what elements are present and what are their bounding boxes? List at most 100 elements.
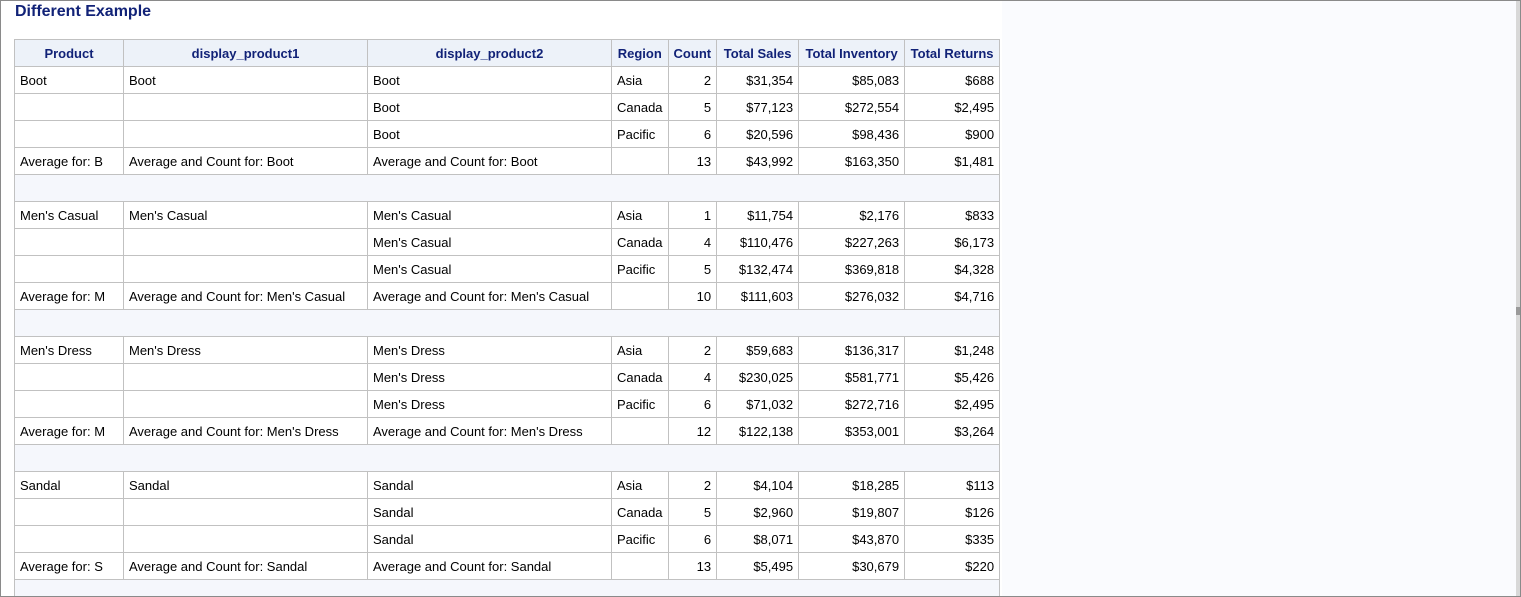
table-cell: $110,476 xyxy=(716,228,800,256)
report-title: Different Example xyxy=(15,3,152,20)
table-cell: 6 xyxy=(667,525,718,553)
table-cell xyxy=(14,390,124,418)
table-cell: $163,350 xyxy=(798,147,906,175)
table-cell: Average for: S xyxy=(14,552,124,580)
table-cell: Men's Dress xyxy=(14,336,124,364)
table-cell: $276,032 xyxy=(798,282,906,310)
table-cell xyxy=(14,498,124,526)
table-row: Boot Boot Boot Asia 2 $31,354 $85,083 $688 xyxy=(14,66,1001,94)
table-row: Men's Dress Pacific 6 $71,032 $272,716 $2,495 xyxy=(14,390,1001,418)
column-header: display_product1 xyxy=(123,39,368,67)
table-cell: 4 xyxy=(667,228,718,256)
table-row: Sandal Pacific 6 $8,071 $43,870 $335 xyxy=(14,525,1001,553)
table-cell: $5,495 xyxy=(716,552,800,580)
table-cell: Sandal xyxy=(367,525,612,553)
table-cell: Asia xyxy=(611,201,669,229)
table-cell: $833 xyxy=(904,201,1001,229)
table-cell: $5,426 xyxy=(904,363,1001,391)
table-cell: Pacific xyxy=(611,120,669,148)
table-cell: Average for: B xyxy=(14,147,124,175)
group-spacer-row xyxy=(13,309,1001,337)
table-cell: $126 xyxy=(904,498,1001,526)
table-cell: 13 xyxy=(667,552,718,580)
table-cell: $136,317 xyxy=(798,336,906,364)
table-cell: $31,354 xyxy=(716,66,800,94)
table-cell: $1,481 xyxy=(904,147,1001,175)
table-cell: 6 xyxy=(667,120,718,148)
table-row: Sandal Canada 5 $2,960 $19,807 $126 xyxy=(14,498,1001,526)
table-cell: $6,173 xyxy=(904,228,1001,256)
table-cell: $2,495 xyxy=(904,93,1001,121)
table-cell: Average for: M xyxy=(14,282,124,310)
table-cell: $4,328 xyxy=(904,255,1001,283)
table-cell xyxy=(123,390,368,418)
table-cell: $2,495 xyxy=(904,390,1001,418)
spacer-cell xyxy=(13,309,1001,337)
table-cell: $1,248 xyxy=(904,336,1001,364)
table-cell: $2,176 xyxy=(798,201,906,229)
summary-row: Average for: M Average and Count for: Men… xyxy=(14,417,1001,445)
table-cell: $98,436 xyxy=(798,120,906,148)
table-cell: $113 xyxy=(904,471,1001,499)
table-cell: $688 xyxy=(904,66,1001,94)
table-cell: $43,870 xyxy=(798,525,906,553)
table-cell: $581,771 xyxy=(798,363,906,391)
table-cell xyxy=(123,120,368,148)
table-cell xyxy=(611,417,669,445)
table-cell: Sandal xyxy=(14,471,124,499)
table-cell: 2 xyxy=(667,66,718,94)
scrollbar-grip[interactable] xyxy=(1516,307,1520,315)
table-cell: $71,032 xyxy=(716,390,800,418)
table-cell: 4 xyxy=(667,363,718,391)
table-cell: Pacific xyxy=(611,390,669,418)
column-header: display_product2 xyxy=(367,39,612,67)
column-header: Count xyxy=(667,39,718,67)
table-cell: $4,716 xyxy=(904,282,1001,310)
table-cell: $20,596 xyxy=(716,120,800,148)
group-spacer-row xyxy=(13,444,1001,472)
table-cell: Men's Casual xyxy=(367,201,612,229)
table-cell: Boot xyxy=(367,120,612,148)
table-cell xyxy=(14,525,124,553)
table-cell: Asia xyxy=(611,66,669,94)
table-cell: $272,716 xyxy=(798,390,906,418)
table-cell: 5 xyxy=(667,498,718,526)
table-cell: 10 xyxy=(667,282,718,310)
table-cell xyxy=(123,93,368,121)
table-cell: Men's Casual xyxy=(367,255,612,283)
table-cell: $85,083 xyxy=(798,66,906,94)
table-cell: $111,603 xyxy=(716,282,800,310)
table-cell: $369,818 xyxy=(798,255,906,283)
table-cell: Sandal xyxy=(367,471,612,499)
table-cell: Boot xyxy=(367,93,612,121)
table-cell xyxy=(611,282,669,310)
table-row: Men's Dress Men's Dress Men's Dress Asia 2 $5… xyxy=(14,336,1001,364)
table-cell: $19,807 xyxy=(798,498,906,526)
group-spacer-row xyxy=(13,579,1001,596)
table-cell xyxy=(123,525,368,553)
table-cell: 6 xyxy=(667,390,718,418)
column-header: Total Returns xyxy=(904,39,1001,67)
header-row: Product display_product1 display_product2 R… xyxy=(14,39,1001,67)
table-cell xyxy=(611,147,669,175)
table-cell: $59,683 xyxy=(716,336,800,364)
table-cell: Men's Dress xyxy=(367,363,612,391)
table-cell: Canada xyxy=(611,363,669,391)
table-cell: Average and Count for: Men's Casual xyxy=(123,282,368,310)
table-row: Boot Canada 5 $77,123 $272,554 $2,495 xyxy=(14,93,1001,121)
table-cell: $335 xyxy=(904,525,1001,553)
table-cell: 5 xyxy=(667,255,718,283)
table-cell: $18,285 xyxy=(798,471,906,499)
table-cell: $11,754 xyxy=(716,201,800,229)
table-cell xyxy=(123,255,368,283)
table-cell: $272,554 xyxy=(798,93,906,121)
table-cell: $900 xyxy=(904,120,1001,148)
table-cell: Men's Dress xyxy=(367,336,612,364)
table-cell xyxy=(14,120,124,148)
table-cell xyxy=(14,363,124,391)
table-cell: Average and Count for: Boot xyxy=(123,147,368,175)
table-cell: Average for: M xyxy=(14,417,124,445)
column-header: Total Sales xyxy=(716,39,800,67)
table-row: Men's Dress Canada 4 $230,025 $581,771 $5,426 xyxy=(14,363,1001,391)
vertical-scrollbar[interactable] xyxy=(1516,1,1520,596)
